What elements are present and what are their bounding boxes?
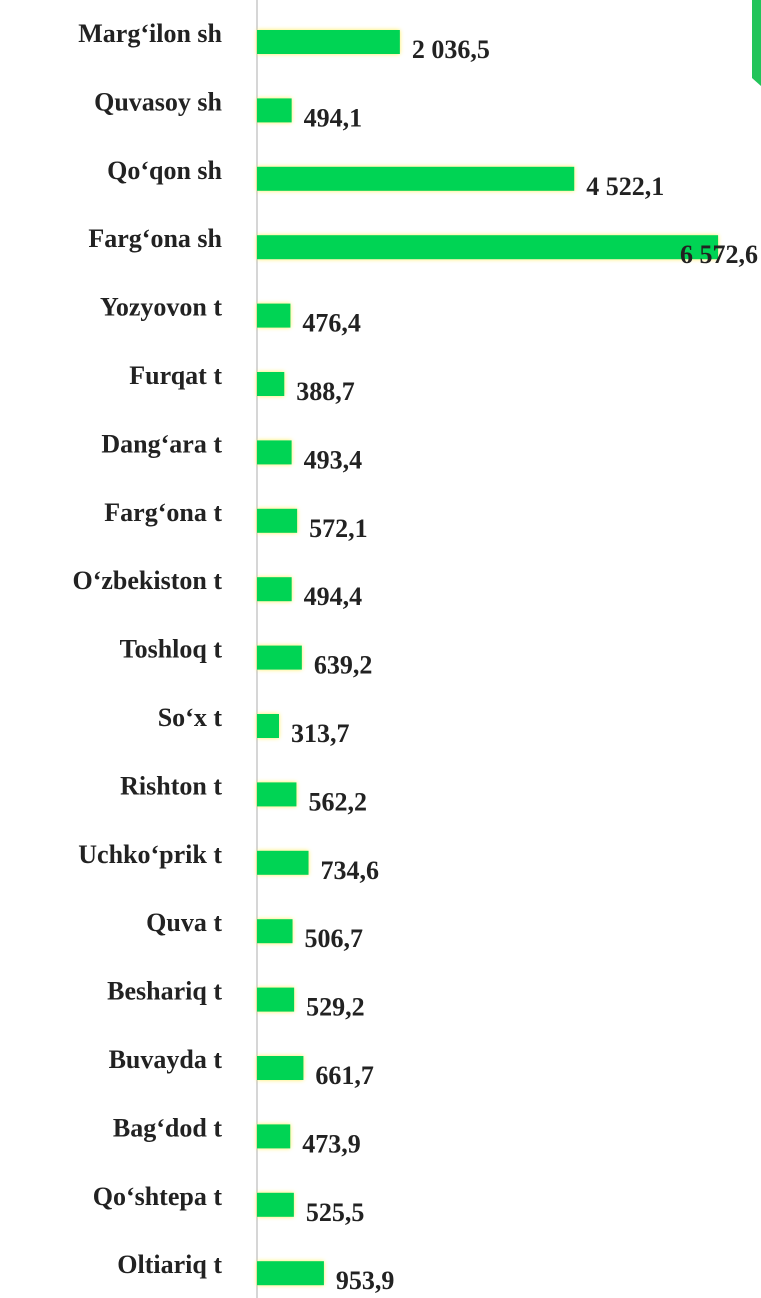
bar [257, 440, 292, 465]
value-label: 4 522,1 [586, 172, 664, 201]
category-label: Uchko‘prik t [78, 840, 222, 869]
bar [257, 1192, 294, 1217]
bar [257, 508, 298, 533]
category-label: Yozyovon t [100, 293, 222, 322]
value-label: 388,7 [296, 377, 355, 406]
bar [257, 1056, 304, 1080]
bar [257, 235, 719, 260]
category-label: Qo‘shtepa t [93, 1182, 223, 1211]
bar [257, 987, 295, 1012]
value-label: 476,4 [302, 309, 361, 338]
corner-decoration [752, 0, 761, 86]
category-label: Bag‘dod t [113, 1113, 222, 1142]
value-label: 525,5 [306, 1198, 365, 1227]
bar [257, 166, 575, 191]
value-label: 953,9 [336, 1266, 395, 1295]
value-label: 473,9 [302, 1129, 361, 1158]
category-label: Marg‘ilon sh [78, 19, 222, 48]
value-label: 734,6 [321, 856, 380, 885]
bar [257, 645, 302, 670]
category-label: Rishton t [120, 771, 222, 800]
category-label: Dang‘ara t [101, 429, 222, 458]
category-label: Beshariq t [107, 977, 222, 1006]
value-label: 2 036,5 [412, 35, 490, 64]
value-label: 661,7 [315, 1061, 374, 1090]
value-label: 639,2 [314, 651, 373, 680]
bar [257, 1124, 291, 1149]
bar [257, 98, 292, 123]
category-label: So‘x t [158, 703, 223, 732]
category-label: Quva t [146, 908, 222, 937]
value-label: 506,7 [305, 924, 364, 953]
bar [257, 303, 291, 328]
bar [257, 850, 309, 875]
value-label: 572,1 [309, 514, 368, 543]
bar [257, 714, 280, 738]
value-label: 494,1 [304, 103, 363, 132]
category-label: Toshloq t [120, 635, 223, 664]
value-label: 562,2 [308, 787, 367, 816]
bar [257, 577, 292, 602]
bar [257, 30, 400, 54]
bar [257, 919, 293, 944]
bar [257, 782, 297, 807]
value-label: 493,4 [304, 445, 363, 474]
category-label: Furqat t [129, 361, 222, 390]
category-label: Oltiariq t [117, 1250, 222, 1279]
bar [257, 372, 285, 396]
value-label: 313,7 [291, 719, 350, 748]
category-label: Buvayda t [109, 1045, 223, 1074]
value-label: 6 572,6 [680, 240, 758, 269]
category-label: Farg‘ona t [104, 498, 222, 527]
value-label: 529,2 [306, 993, 365, 1022]
category-label: O‘zbekiston t [73, 566, 223, 595]
category-label: Qo‘qon sh [107, 156, 222, 185]
value-label: 494,4 [304, 582, 363, 611]
category-label: Farg‘ona sh [88, 224, 222, 253]
bar [257, 1261, 324, 1286]
category-label: Quvasoy sh [94, 87, 222, 116]
